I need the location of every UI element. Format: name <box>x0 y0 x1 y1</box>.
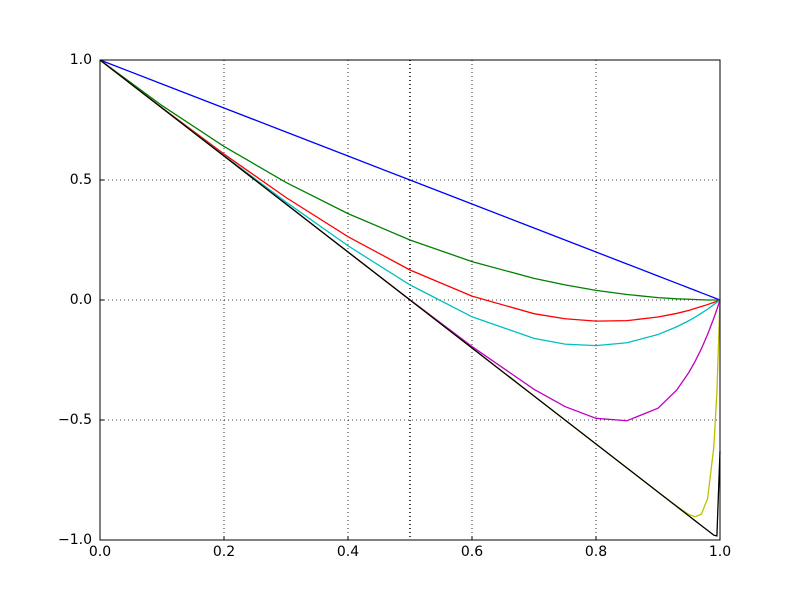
y-tick-label: −0.5 <box>58 412 92 428</box>
y-tick-label: 0.5 <box>70 172 92 188</box>
x-tick-label: 0.2 <box>213 544 235 560</box>
x-tick-label: 0.0 <box>89 544 111 560</box>
y-tick-label: 1.0 <box>70 52 92 68</box>
line-series <box>99 59 721 347</box>
y-tick-label: −1.0 <box>58 532 92 548</box>
y-tick-label: 0.0 <box>70 292 92 308</box>
line-series <box>99 59 721 537</box>
line-series <box>99 59 721 301</box>
line-series <box>99 59 720 301</box>
x-tick-label: 1.0 <box>709 544 731 560</box>
x-tick-label: 0.4 <box>337 544 359 560</box>
x-tick-label: 0.8 <box>585 544 607 560</box>
x-tick-label: 0.6 <box>461 544 483 560</box>
plot-frame <box>99 59 721 541</box>
line-series <box>99 59 721 322</box>
